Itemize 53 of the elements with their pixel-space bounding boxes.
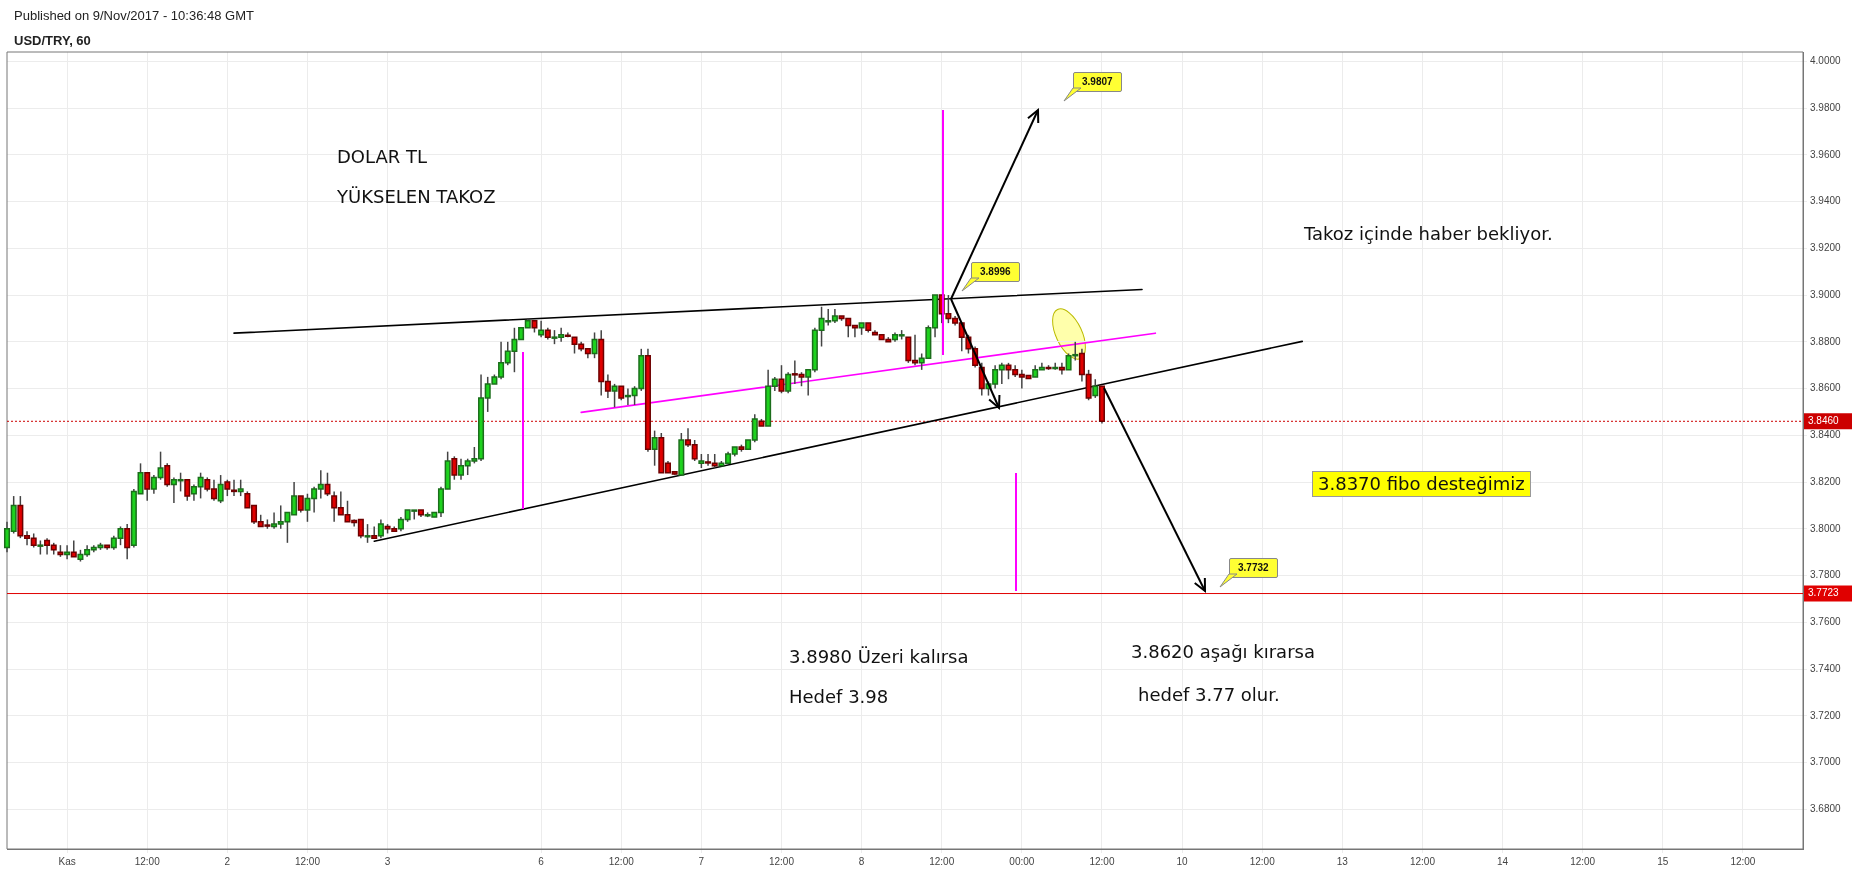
y-tick-label: 3.7800 (1810, 569, 1842, 581)
x-tick-label: 12:00 (134, 855, 161, 867)
x-tick-label: 13 (1336, 855, 1349, 867)
x-tick-label: 12:00 (929, 855, 955, 867)
y-tick-label: 3.7600 (1810, 616, 1842, 628)
x-tick-label: 3 (384, 855, 391, 867)
y-tick-label: 3.6800 (1810, 803, 1842, 815)
y-tick-label: 3.7000 (1810, 756, 1842, 768)
y-tick-label: 3.8600 (1810, 382, 1842, 394)
x-tick-label: 12:00 (1089, 855, 1115, 867)
annotation: 3.8980 Üzeri kalırsa (789, 646, 969, 668)
x-tick-label: 14 (1496, 855, 1509, 867)
x-tick-label: 7 (698, 855, 705, 867)
y-tick-label: 3.9000 (1810, 288, 1842, 300)
annotation: 3.9807 (1073, 72, 1122, 92)
x-tick-label: 00:00 (1009, 855, 1035, 867)
ref-line-label: 3.8460 (1808, 415, 1840, 427)
chart-title: USD/TRY, 60 (14, 33, 91, 48)
x-tick-label: 12:00 (1249, 855, 1276, 867)
chart-subtitle: Published on 9/Nov/2017 - 10:36:48 GMT (14, 8, 254, 23)
x-tick-label: 12:00 (1730, 855, 1756, 867)
y-tick-label: 3.9800 (1810, 101, 1842, 113)
y-tick-label: 3.8800 (1810, 335, 1842, 347)
annotation: 3.8996 (971, 262, 1020, 282)
x-tick-label: 8 (858, 855, 865, 867)
y-tick-label: 3.9400 (1810, 195, 1842, 207)
x-tick-label: 12:00 (1409, 855, 1436, 867)
annotation: 3.8370 fibo desteğimiz (1312, 471, 1531, 497)
annotation: YÜKSELEN TAKOZ (337, 186, 496, 208)
x-tick-label: Kas (58, 855, 76, 867)
x-tick-label: 12:00 (294, 855, 321, 867)
annotation: Takoz içinde haber bekliyor. (1304, 223, 1553, 245)
y-tick-label: 3.7400 (1810, 662, 1842, 674)
y-tick-label: 3.8200 (1810, 475, 1842, 487)
annotation: DOLAR TL (337, 146, 428, 168)
x-tick-label: 12:00 (1570, 855, 1596, 867)
y-tick-label: 3.7200 (1810, 709, 1842, 721)
y-tick-label: 3.9200 (1810, 242, 1842, 254)
x-tick-label: 10 (1176, 855, 1189, 867)
annotation: 3.7732 (1229, 558, 1278, 578)
annotation: 3.8620 aşağı kırarsa (1131, 641, 1315, 663)
x-tick-label: 12:00 (768, 855, 795, 867)
ref-line-label: 3.7723 (1808, 587, 1840, 599)
x-tick-label: 2 (224, 855, 231, 867)
y-tick-label: 3.9600 (1810, 148, 1842, 160)
x-tick-label: 15 (1657, 855, 1669, 867)
x-tick-label: 6 (538, 855, 545, 867)
y-tick-label: 3.8000 (1810, 522, 1842, 534)
y-tick-label: 4.0000 (1810, 55, 1842, 67)
x-tick-label: 12:00 (608, 855, 635, 867)
annotation: Hedef 3.98 (789, 686, 889, 708)
y-tick-label: 3.8400 (1810, 429, 1842, 441)
annotation: hedef 3.77 olur. (1138, 684, 1280, 706)
